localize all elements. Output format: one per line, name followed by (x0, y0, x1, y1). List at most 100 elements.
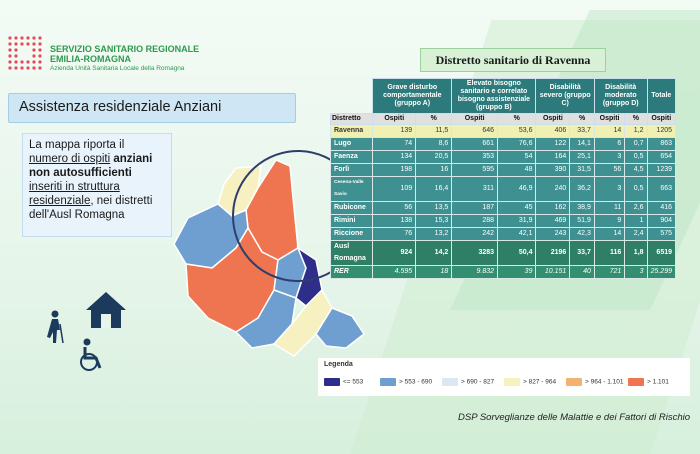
slide-title-box: Assistenza residenziale Anziani (8, 93, 296, 123)
row-cell: 3283 (451, 240, 499, 266)
row-cell: 2196 (535, 240, 571, 266)
description-box: La mappa riporta il numero di ospiti anz… (22, 133, 172, 237)
row-cell: 646 (451, 124, 499, 138)
legend-item: > 964 - 1.101 (566, 378, 624, 386)
org-line-2: EMILIA-ROMAGNA (50, 54, 131, 64)
row-cell: 661 (451, 137, 499, 151)
row-cell: 924 (372, 240, 417, 266)
elderly-person-icon (47, 310, 64, 344)
org-line-1: SERVIZIO SANITARIO REGIONALE (50, 44, 200, 54)
row-cell: 139 (372, 124, 417, 138)
row-cell: 50,4 (497, 240, 537, 266)
row-cell: 13,5 (415, 201, 453, 215)
table-row: Forlì 198 16 595 48 390 31,5 56 4,5 1239 (329, 163, 677, 177)
row-cell: 76,6 (497, 137, 537, 151)
row-district-name: Ravenna (329, 124, 374, 138)
header-ospiti: Ospiti (646, 113, 677, 125)
header-group-a: Grave disturbo comportamentale (gruppo A… (372, 78, 453, 114)
row-cell: 14,1 (569, 137, 595, 151)
row-cell: 53,6 (497, 124, 537, 138)
row-cell: 36,2 (569, 176, 595, 202)
map-district-rimini (272, 288, 333, 357)
row-district-name: Cesena-Valle Savio (329, 176, 374, 202)
row-cell: 187 (451, 201, 499, 215)
house-icon (86, 292, 126, 328)
desc-part-5: inseriti in struttura residenziale (29, 181, 120, 207)
legend-label: <= 553 (343, 378, 364, 386)
row-cell: 406 (535, 124, 571, 138)
header-group-c: Disabilità severo (gruppo C) (535, 78, 595, 114)
row-district-name: Faenza (329, 150, 374, 164)
legend-swatch (504, 378, 520, 386)
legend-label: > 964 - 1.101 (585, 378, 624, 386)
row-cell: 595 (451, 163, 499, 177)
row-cell: 48 (497, 163, 537, 177)
row-cell: 1205 (646, 124, 677, 138)
row-cell: 575 (646, 227, 677, 241)
row-cell: 39 (497, 265, 537, 279)
row-cell: 0,5 (624, 150, 648, 164)
row-cell: 20,5 (415, 150, 453, 164)
row-cell: 14 (593, 227, 626, 241)
legend-title: Legenda (324, 361, 353, 368)
row-cell: 25,1 (569, 150, 595, 164)
row-cell: 198 (372, 163, 417, 177)
ssr-logo-icon (8, 36, 42, 70)
header-pct: % (624, 113, 648, 125)
legend-item: > 827 - 964 (504, 378, 556, 386)
row-cell: 11,5 (415, 124, 453, 138)
row-cell: 2,6 (624, 201, 648, 215)
header-ospiti: Ospiti (451, 113, 499, 125)
header-distretto: Distretto (329, 113, 374, 125)
row-cell: 240 (535, 176, 571, 202)
table-body: Ravenna 139 11,5 646 53,6 406 33,7 14 1,2 1205 Lug… (329, 124, 677, 279)
desc-part-4: non autosufficienti (29, 167, 132, 179)
row-cell: 6 (593, 137, 626, 151)
row-cell: 721 (593, 265, 626, 279)
table-row: Ausl Romagna 924 14,2 3283 50,4 2196 33,7 116 1,… (329, 240, 677, 266)
legend-label: > 827 - 964 (523, 378, 557, 386)
row-cell: 122 (535, 137, 571, 151)
wheelchair-icon (80, 338, 102, 371)
header-pct: % (497, 113, 537, 125)
row-cell: 18 (415, 265, 453, 279)
table-row: Ravenna 139 11,5 646 53,6 406 33,7 14 1,2 1205 (329, 124, 677, 138)
table-row: Rimini 138 15,3 288 31,9 469 51,9 9 1 904 (329, 214, 677, 228)
distretto-label: Distretto sanitario di Ravenna (420, 48, 606, 72)
district-map (173, 159, 366, 357)
row-cell: 51,9 (569, 214, 595, 228)
header-ospiti: Ospiti (372, 113, 417, 125)
row-cell: 663 (646, 176, 677, 202)
row-cell: 164 (535, 150, 571, 164)
row-district-name: Lugo (329, 137, 374, 151)
row-cell: 40 (569, 265, 595, 279)
header-total: Totale (646, 78, 677, 114)
table-row: RER 4.595 18 9.832 39 10.151 40 721 3 25.299 (329, 265, 677, 279)
row-district-name: Forlì (329, 163, 374, 177)
row-district-name: Riccione (329, 227, 374, 241)
row-cell: 31,9 (497, 214, 537, 228)
header-group-d: Disabilità moderato (gruppo D) (593, 78, 648, 114)
table-row: Riccione 76 13,2 242 42,1 243 42,3 14 2,4 575 (329, 227, 677, 241)
desc-part-2: numero di ospiti (29, 153, 111, 165)
row-district-name: RER (329, 265, 374, 279)
legend-swatch (566, 378, 582, 386)
row-cell: 3 (624, 265, 648, 279)
row-cell: 54 (497, 150, 537, 164)
desc-part-3: anziani (110, 153, 153, 165)
row-cell: 10.151 (535, 265, 571, 279)
row-cell: 3 (593, 150, 626, 164)
row-cell: 138 (372, 214, 417, 228)
row-cell: 390 (535, 163, 571, 177)
legend-item: > 1.101 (628, 378, 669, 386)
row-cell: 1,8 (624, 240, 648, 266)
header-ospiti: Ospiti (593, 113, 626, 125)
map-district-riccione (315, 307, 366, 349)
row-cell: 863 (646, 137, 677, 151)
legend-swatch (324, 378, 340, 386)
legend-label: > 1.101 (647, 378, 669, 386)
legend-item: <= 553 (324, 378, 363, 386)
desc-part-6: , nei distretti dell'Ausl Romagna (29, 195, 153, 221)
row-cell: 11 (593, 201, 626, 215)
legend-item: > 690 - 827 (442, 378, 494, 386)
